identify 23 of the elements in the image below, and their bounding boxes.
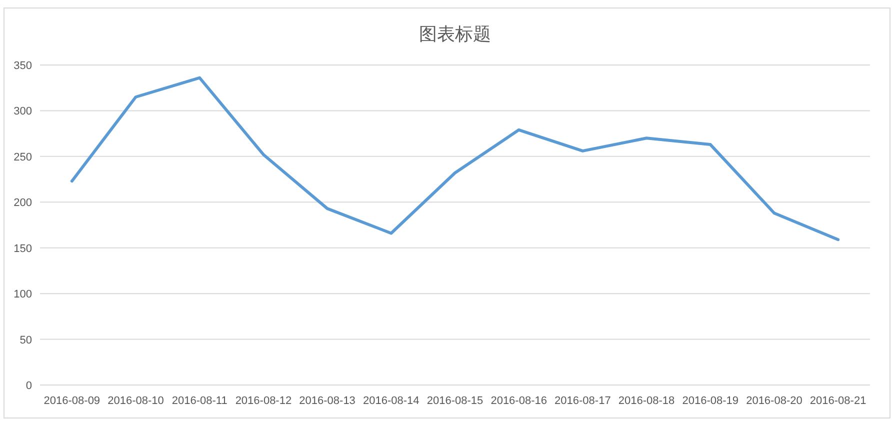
y-tick-label: 250 (14, 151, 32, 164)
x-tick-label: 2016-08-19 (682, 395, 739, 407)
y-tick-label: 300 (14, 106, 32, 118)
x-tick-label: 2016-08-21 (810, 395, 866, 407)
x-tick-label: 2016-08-20 (746, 395, 802, 407)
x-tick-label: 2016-08-13 (299, 395, 356, 407)
x-tick-label: 2016-08-14 (363, 395, 420, 407)
y-tick-label: 50 (20, 334, 32, 346)
x-tick-label: 2016-08-18 (618, 395, 675, 407)
x-tick-label: 2016-08-12 (235, 395, 292, 407)
y-tick-label: 100 (14, 288, 32, 301)
x-tick-label: 2016-08-17 (554, 395, 611, 407)
x-tick-label: 2016-08-15 (426, 395, 484, 407)
x-tick-label: 2016-08-11 (172, 395, 228, 407)
x-tick-label: 2016-08-10 (108, 395, 164, 407)
chart-title: 图表标题 (419, 24, 491, 44)
x-tick-label: 2016-08-09 (44, 395, 100, 407)
y-tick-label: 350 (14, 60, 32, 72)
x-tick-label: 2016-08-16 (490, 395, 547, 407)
y-tick-label: 150 (14, 242, 32, 255)
y-tick-label: 200 (14, 197, 32, 210)
line-series (70, 76, 840, 242)
y-tick-label: 0 (26, 380, 32, 392)
